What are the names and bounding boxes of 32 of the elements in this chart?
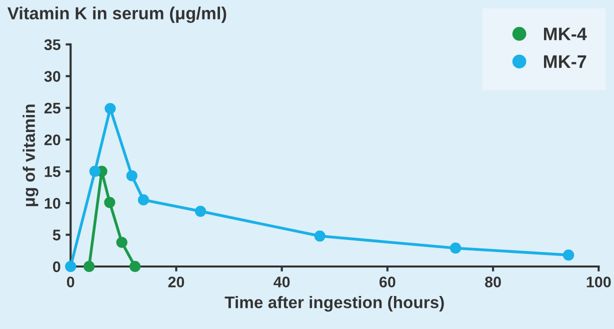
point [104, 102, 116, 114]
x-tick-label: 20 [168, 276, 184, 288]
point [129, 260, 141, 272]
y-tick-label: 5 [52, 230, 60, 240]
x-axis-title: Time after ingestion (hours) [224, 296, 444, 312]
y-tick-label: 0 [52, 261, 60, 272]
x-tick-label: 60 [379, 276, 396, 288]
point [562, 250, 574, 261]
x-tick-label: 0 [66, 276, 74, 288]
y-tick-label: 25 [44, 102, 60, 114]
point [84, 260, 95, 272]
x-tick-label: 80 [485, 276, 501, 288]
x-tick-label: 40 [274, 276, 290, 288]
y-tick-label: 10 [44, 198, 60, 209]
chart-title: Vitamin K in serum (μg/ml) [7, 6, 226, 23]
point [116, 236, 128, 248]
legend-label: MK-7 [544, 55, 586, 68]
point [126, 170, 138, 182]
y-tick-label: 15 [44, 166, 60, 177]
point [104, 196, 116, 208]
point [314, 230, 326, 242]
y-tick-label: 20 [44, 134, 60, 146]
legend-label: MK-4 [544, 28, 587, 40]
point [89, 166, 100, 177]
point [194, 206, 206, 217]
point [450, 242, 462, 254]
point [65, 260, 76, 272]
point [138, 194, 150, 206]
y-tick-label: 35 [44, 39, 60, 50]
x-tick-label: 100 [586, 276, 611, 288]
y-tick-label: 30 [44, 71, 60, 82]
y-axis-title: μg of vitamin [22, 104, 38, 206]
